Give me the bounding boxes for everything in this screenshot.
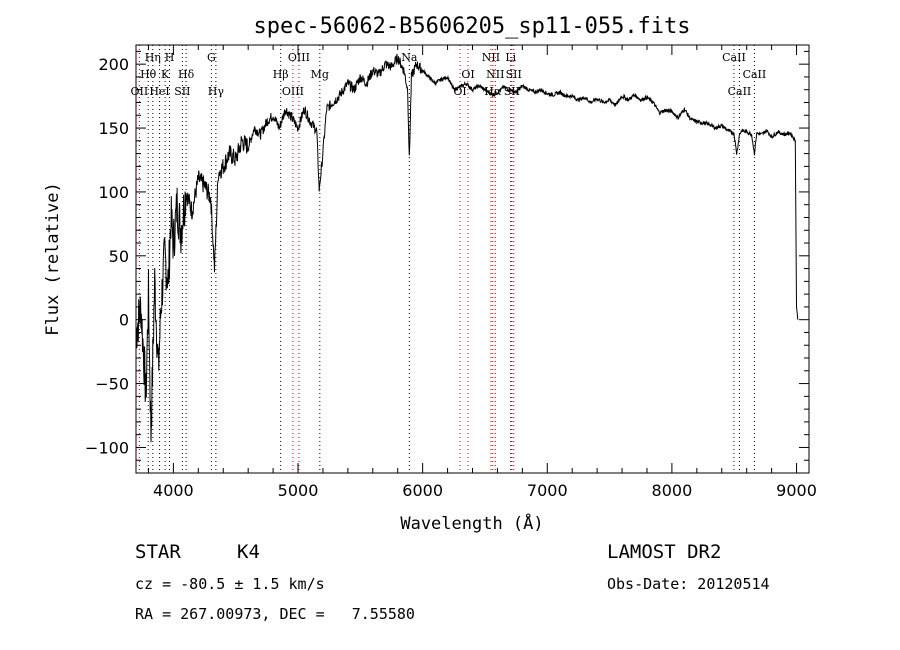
spectral-line-label: H <box>165 51 175 64</box>
y-tick-label: 0 <box>119 311 129 330</box>
spectral-line-label: K <box>161 68 170 81</box>
x-tick-label: 5000 <box>278 481 319 500</box>
object-class: STAR <box>135 541 181 563</box>
x-axis: 4000 5000 6000 7000 8000 9000 <box>147 45 817 500</box>
spectral-line-label: SII <box>174 85 190 98</box>
plot-frame <box>135 44 810 474</box>
x-tick-label: 7000 <box>527 481 568 500</box>
x-tick-label: 6000 <box>402 481 443 500</box>
y-tick-label: −100 <box>85 438 129 457</box>
chart-title: spec-56062-B5606205_sp11-055.fits <box>253 14 690 39</box>
survey-name: LAMOST DR2 <box>607 541 722 563</box>
spectral-line-label: Hη <box>145 51 161 64</box>
x-tick-label: 4000 <box>153 481 194 500</box>
spectral-line-label: NII <box>482 51 500 64</box>
spectral-line-label: Na <box>401 51 418 64</box>
spectral-line-label: OIII <box>282 85 304 98</box>
y-tick-label: 50 <box>109 247 129 266</box>
spectral-line-label: Mg <box>311 68 329 81</box>
spectral-line-label: CaII <box>728 85 752 98</box>
y-axis: −100 −50 0 50 100 150 200 <box>85 50 809 461</box>
spectral-line-label: G <box>207 51 216 64</box>
spectral-line-label: OII <box>131 85 149 98</box>
spectral-line-label: OI <box>461 68 474 81</box>
coordinates: RA = 267.00973, DEC = 7.55580 <box>135 605 415 623</box>
spectral-line-label: HeI <box>149 85 169 98</box>
spectral-line-label: OIII <box>288 51 310 64</box>
spectral-line-label: SII <box>506 68 522 81</box>
observation-date: Obs-Date: 20120514 <box>607 575 770 593</box>
spectral-line-label: Hθ <box>140 68 157 81</box>
spectral-line-label: Hγ <box>208 85 225 98</box>
redshift-velocity: cz = -80.5 ± 1.5 km/s <box>135 575 325 593</box>
object-subclass: K4 <box>237 541 260 563</box>
y-axis-label: Flux (relative) <box>43 182 63 336</box>
x-axis-label: Wavelength (Å) <box>400 512 543 534</box>
spectrum-series <box>135 53 799 443</box>
y-tick-label: 100 <box>98 183 129 202</box>
spectral-line-markers: OIIHθHηHeIKHSIIHδGHγHβOIIIOIIIMgNaOIOINI… <box>131 45 767 473</box>
spectral-line-label: NII <box>486 68 504 81</box>
x-tick-label: 8000 <box>652 481 693 500</box>
spectral-line-label: Li <box>505 51 516 64</box>
y-tick-label: 200 <box>98 55 129 74</box>
spectral-line-label: Hδ <box>178 68 195 81</box>
spectral-line-label: CaII <box>743 68 767 81</box>
y-tick-label: 150 <box>98 119 129 138</box>
spectral-line-label: Hβ <box>273 68 289 81</box>
spectrum-line <box>135 53 799 443</box>
x-tick-label: 9000 <box>776 481 817 500</box>
y-tick-label: −50 <box>95 375 129 394</box>
spectral-line-label: Hα <box>484 85 502 98</box>
spectral-line-label: CaII <box>722 51 746 64</box>
